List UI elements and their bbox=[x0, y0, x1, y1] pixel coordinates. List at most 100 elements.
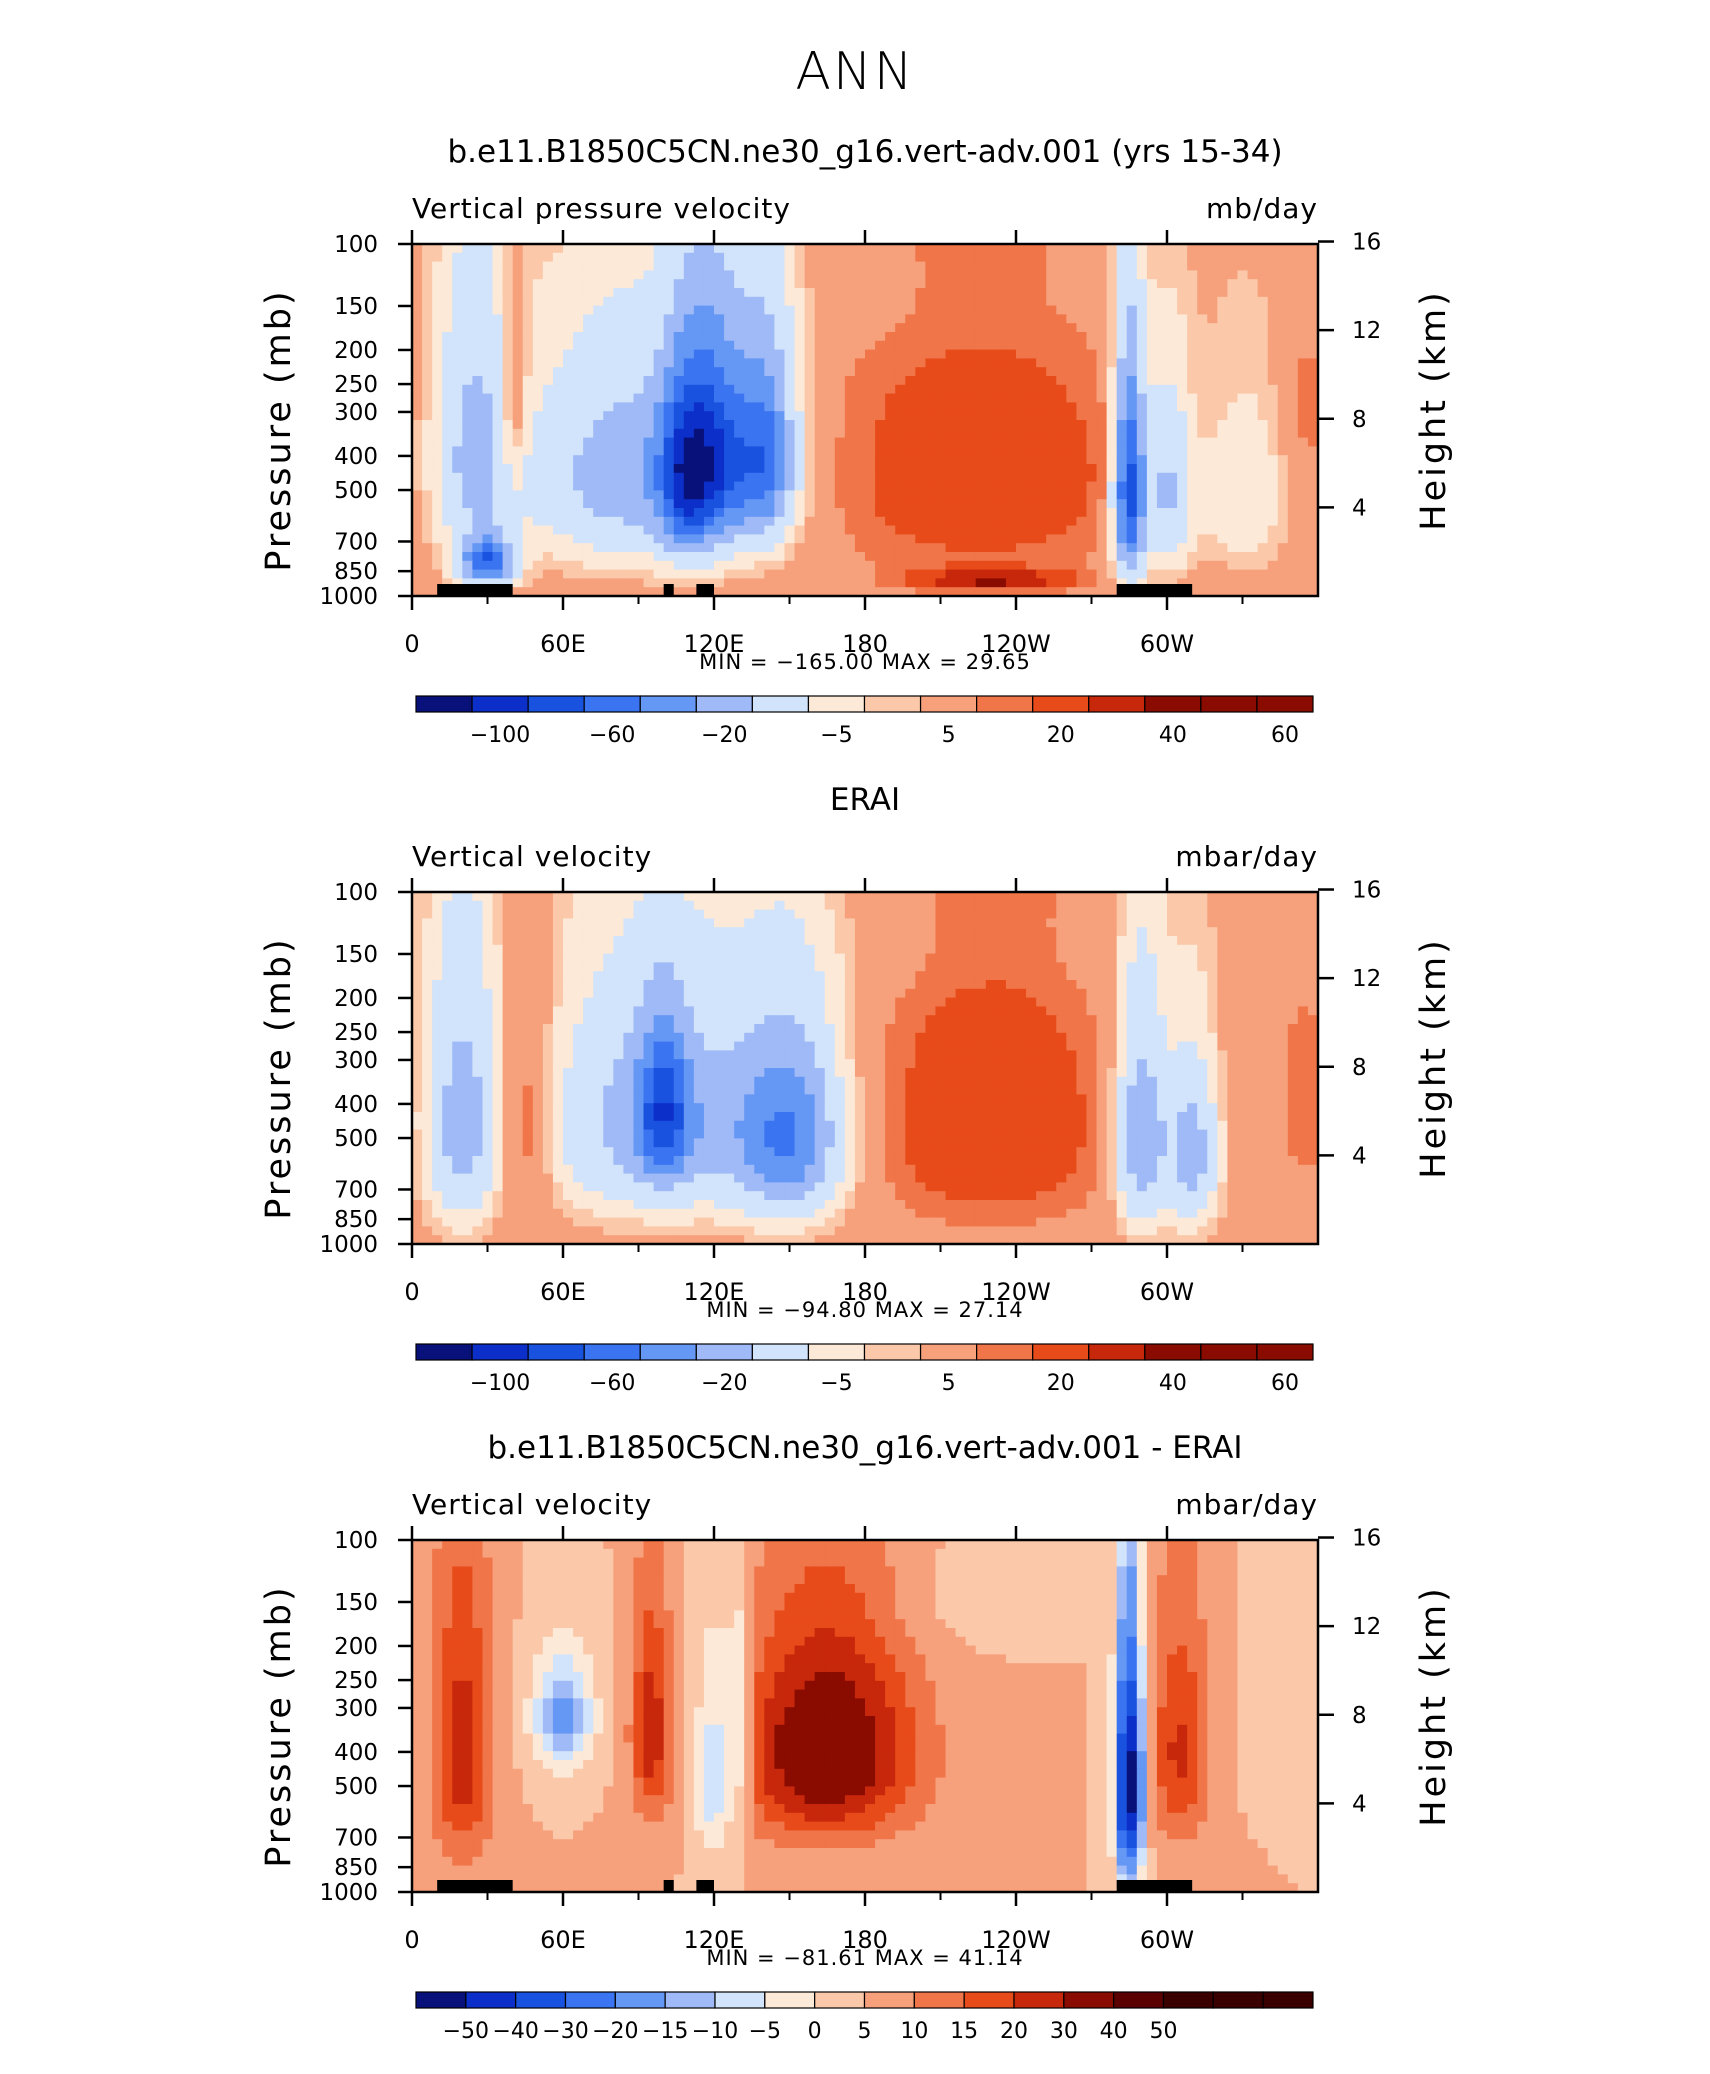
field-cell bbox=[975, 367, 987, 377]
field-cell bbox=[1016, 988, 1027, 999]
field-cell bbox=[764, 323, 775, 333]
field-cell bbox=[653, 332, 665, 342]
field-cell bbox=[1026, 305, 1037, 315]
field-cell bbox=[532, 578, 544, 588]
field-cell bbox=[482, 988, 494, 999]
field-cell bbox=[1237, 516, 1249, 527]
field-cell bbox=[432, 980, 443, 990]
field-cell bbox=[1026, 944, 1037, 955]
colorbar-box bbox=[1200, 695, 1258, 713]
field-cell bbox=[593, 980, 604, 990]
field-cell bbox=[643, 516, 655, 527]
field-cell bbox=[1066, 587, 1077, 597]
field-cell bbox=[532, 244, 544, 254]
field-cell bbox=[1136, 428, 1148, 439]
field-cell bbox=[492, 971, 504, 981]
field-cell bbox=[875, 980, 886, 990]
field-cell bbox=[663, 384, 675, 395]
field-cell bbox=[563, 314, 574, 324]
field-cell bbox=[482, 953, 494, 963]
field-cell bbox=[482, 918, 494, 928]
field-cell bbox=[1086, 411, 1098, 421]
field-cell bbox=[844, 900, 856, 911]
field-cell bbox=[784, 376, 796, 386]
field-cell bbox=[412, 944, 423, 955]
field-cell bbox=[573, 288, 584, 298]
field-cell bbox=[995, 552, 1007, 562]
field-cell bbox=[1056, 927, 1067, 937]
field-cell bbox=[804, 464, 816, 474]
field-cell bbox=[955, 411, 967, 421]
field-cell bbox=[482, 455, 494, 465]
field-cell bbox=[452, 578, 463, 588]
field-cell bbox=[532, 384, 544, 395]
field-cell bbox=[1217, 944, 1228, 955]
field-cell bbox=[1177, 446, 1188, 456]
field-cell bbox=[603, 402, 614, 412]
field-cell bbox=[1217, 918, 1228, 928]
field-cell bbox=[522, 376, 534, 386]
field-cell bbox=[653, 587, 665, 597]
field-cell bbox=[1277, 481, 1289, 491]
field-cell bbox=[452, 340, 463, 351]
colorbar-label: −5 bbox=[820, 723, 852, 748]
field-cell bbox=[462, 543, 473, 553]
field-cell bbox=[683, 516, 695, 527]
field-cell bbox=[1076, 980, 1088, 990]
field-cell bbox=[875, 446, 886, 456]
field-cell bbox=[603, 464, 614, 474]
field-cell bbox=[965, 252, 977, 263]
field-cell bbox=[422, 252, 433, 263]
field-cell bbox=[1096, 927, 1108, 937]
field-cell bbox=[885, 314, 896, 324]
field-cell bbox=[995, 569, 1007, 579]
field-cell bbox=[673, 323, 685, 333]
field-cell bbox=[1257, 953, 1269, 963]
field-cell bbox=[1005, 1006, 1017, 1016]
field-cell bbox=[492, 314, 504, 324]
field-cell bbox=[814, 944, 826, 955]
field-cell bbox=[714, 464, 725, 474]
field-cell bbox=[875, 543, 886, 553]
field-cell bbox=[1167, 534, 1178, 544]
field-cell bbox=[1237, 472, 1249, 483]
field-cell bbox=[925, 552, 937, 562]
field-cell bbox=[653, 367, 665, 377]
field-cell bbox=[663, 490, 675, 500]
field-cell bbox=[1136, 892, 1148, 902]
field-cell bbox=[724, 525, 735, 535]
field-cell bbox=[442, 270, 453, 280]
field-cell bbox=[885, 971, 896, 981]
field-cell bbox=[412, 997, 423, 1007]
field-cell bbox=[653, 927, 665, 937]
field-cell bbox=[925, 499, 937, 509]
field-cell bbox=[1267, 340, 1279, 351]
field-cell bbox=[935, 1006, 947, 1016]
field-cell bbox=[714, 314, 725, 324]
field-cell bbox=[784, 508, 796, 518]
field-cell bbox=[784, 472, 796, 483]
field-cell bbox=[1207, 578, 1218, 588]
field-cell bbox=[975, 525, 987, 535]
field-cell bbox=[1247, 340, 1259, 351]
field-cell bbox=[532, 402, 544, 412]
field-cell bbox=[985, 508, 997, 518]
field-cell bbox=[653, 402, 665, 412]
field-cell bbox=[563, 340, 574, 351]
field-cell bbox=[472, 472, 484, 483]
field-cell bbox=[1277, 323, 1289, 333]
field-cell bbox=[1227, 376, 1239, 386]
field-cell bbox=[1046, 402, 1057, 412]
field-cell bbox=[1005, 516, 1017, 527]
field-cell bbox=[1076, 305, 1088, 315]
field-cell bbox=[1106, 490, 1118, 500]
field-cell bbox=[633, 499, 645, 509]
field-cell bbox=[925, 962, 937, 972]
field-cell bbox=[633, 936, 645, 946]
field-cell bbox=[1106, 525, 1118, 535]
field-cell bbox=[542, 525, 554, 535]
field-cell bbox=[703, 455, 715, 465]
field-cell bbox=[532, 437, 544, 447]
field-cell bbox=[1026, 296, 1037, 307]
field-cell bbox=[542, 962, 554, 972]
